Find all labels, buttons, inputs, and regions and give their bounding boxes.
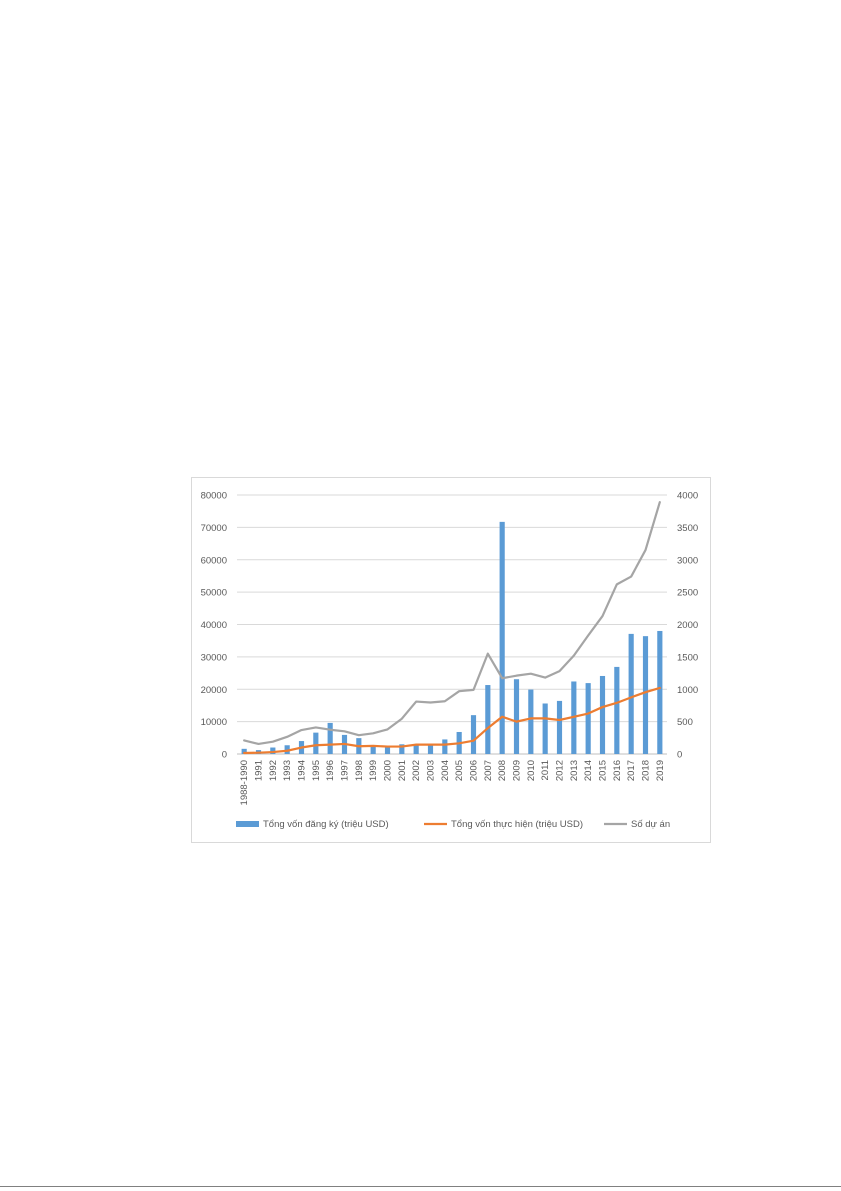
legend-label: Tổng vốn thực hiện (triệu USD)	[451, 819, 583, 830]
x-axis-tick-label: 1993	[282, 760, 293, 781]
x-axis-tick-label: 2006	[469, 760, 480, 781]
bar	[427, 743, 434, 754]
bar	[513, 679, 520, 754]
x-axis-tick-label: 1996	[325, 760, 336, 781]
bar	[370, 746, 376, 754]
x-axis-tick-label: 1995	[311, 760, 322, 781]
x-axis-tick-label: 2017	[626, 760, 637, 781]
x-axis-tick-label: 1992	[268, 760, 279, 781]
left-axis-tick-label: 30000	[201, 652, 227, 663]
chart-svg: 0100002000030000400005000060000700008000…	[201, 491, 699, 831]
left-axis-tick-label: 50000	[201, 588, 227, 599]
bar	[585, 683, 591, 754]
right-axis-tick-label: 3000	[677, 555, 698, 566]
bar	[413, 744, 419, 754]
x-axis-tick-label: 2016	[612, 760, 623, 781]
page-footer-rule	[0, 1186, 841, 1187]
x-axis-tick-label: 1991	[254, 760, 265, 781]
bar	[657, 630, 663, 754]
legend: Tổng vốn đăng ký (triệu USD) Tổng vốn thự…	[236, 819, 670, 830]
right-axis-tick-label: 3500	[677, 523, 698, 534]
bar-series	[241, 521, 663, 754]
bar	[642, 636, 649, 754]
x-axis-tick-label: 2010	[526, 760, 537, 781]
x-axis-tick-label: 2018	[641, 760, 652, 781]
gridlines	[237, 494, 667, 755]
left-axis-tick-label: 80000	[201, 491, 227, 502]
x-axis-tick-label: 1998	[354, 760, 365, 781]
chart-frame: 0 10000 20000 30000 40000 50000 60000 70000 8000…	[191, 477, 711, 843]
x-axis-tick-label: 2011	[540, 760, 551, 780]
legend-label: Tổng vốn đăng ký (triệu USD)	[263, 819, 389, 830]
x-axis-tick-label: 2000	[383, 760, 394, 781]
x-axis-tick-label: 2003	[426, 760, 437, 781]
left-axis-tick-label: 70000	[201, 523, 227, 534]
legend-swatch-bar	[236, 821, 259, 827]
right-axis-tick-label: 0	[677, 750, 682, 761]
bar	[327, 722, 333, 754]
bar	[528, 689, 534, 754]
left-axis-tick-label: 40000	[201, 620, 227, 631]
right-axis-tick-label: 1500	[677, 652, 698, 663]
left-axis-tick-labels: 0 10000 20000 30000 40000 50000 60000 70000 8000…	[201, 491, 227, 761]
bar	[470, 715, 477, 754]
x-axis-tick-label: 2002	[411, 760, 422, 781]
bar	[628, 633, 634, 754]
bar	[542, 703, 548, 754]
left-axis-tick-label: 0	[222, 750, 227, 761]
x-axis-tick-labels: 1988-1990 1991 1992 1993 1994 1995 1996 1997 199…	[239, 760, 666, 805]
bar	[241, 748, 247, 754]
bar	[270, 747, 276, 754]
x-axis-tick-label: 1994	[297, 760, 308, 781]
x-axis-tick-label: 1988-1990	[239, 760, 250, 805]
bar	[485, 685, 491, 754]
left-axis-tick-label: 20000	[201, 685, 227, 696]
x-axis-tick-label: 2004	[440, 760, 451, 781]
left-axis-tick-label: 60000	[201, 555, 227, 566]
x-axis-tick-label: 2015	[598, 760, 609, 781]
bar	[384, 746, 391, 754]
bar	[442, 739, 448, 754]
x-axis-tick-label: 2007	[483, 760, 494, 781]
x-axis-tick-label: 1997	[340, 760, 351, 781]
bar	[399, 744, 405, 754]
bar	[284, 745, 290, 754]
left-axis-tick-label: 10000	[201, 717, 227, 728]
right-axis-tick-label: 2500	[677, 588, 698, 599]
bar	[313, 732, 319, 754]
right-axis-tick-label: 4000	[677, 491, 698, 502]
x-axis-tick-label: 2001	[397, 760, 408, 781]
x-axis-tick-label: 2008	[497, 760, 508, 781]
x-axis-tick-label: 2009	[512, 760, 523, 781]
bar	[599, 675, 606, 754]
right-axis-tick-labels: 0 500 1000 1500 2000 2500 3000 3500 4000	[677, 491, 698, 761]
legend-label: Số dự án	[631, 819, 670, 830]
right-axis-tick-label: 2000	[677, 620, 698, 631]
right-axis-tick-label: 500	[677, 717, 693, 728]
x-axis-tick-label: 2019	[655, 760, 666, 781]
von-thuc-hien-line	[243, 686, 661, 755]
x-axis-tick-label: 1999	[368, 760, 379, 781]
right-axis-tick-label: 1000	[677, 685, 698, 696]
bar	[614, 666, 620, 754]
so-du-an-line	[243, 501, 661, 746]
bar	[499, 521, 505, 754]
x-axis-tick-label: 2013	[569, 760, 580, 781]
line-series	[243, 501, 661, 755]
x-axis-tick-label: 2014	[583, 760, 594, 781]
bar	[556, 700, 563, 754]
x-axis-tick-label: 2005	[454, 760, 465, 781]
x-axis-tick-label: 2012	[555, 760, 566, 781]
